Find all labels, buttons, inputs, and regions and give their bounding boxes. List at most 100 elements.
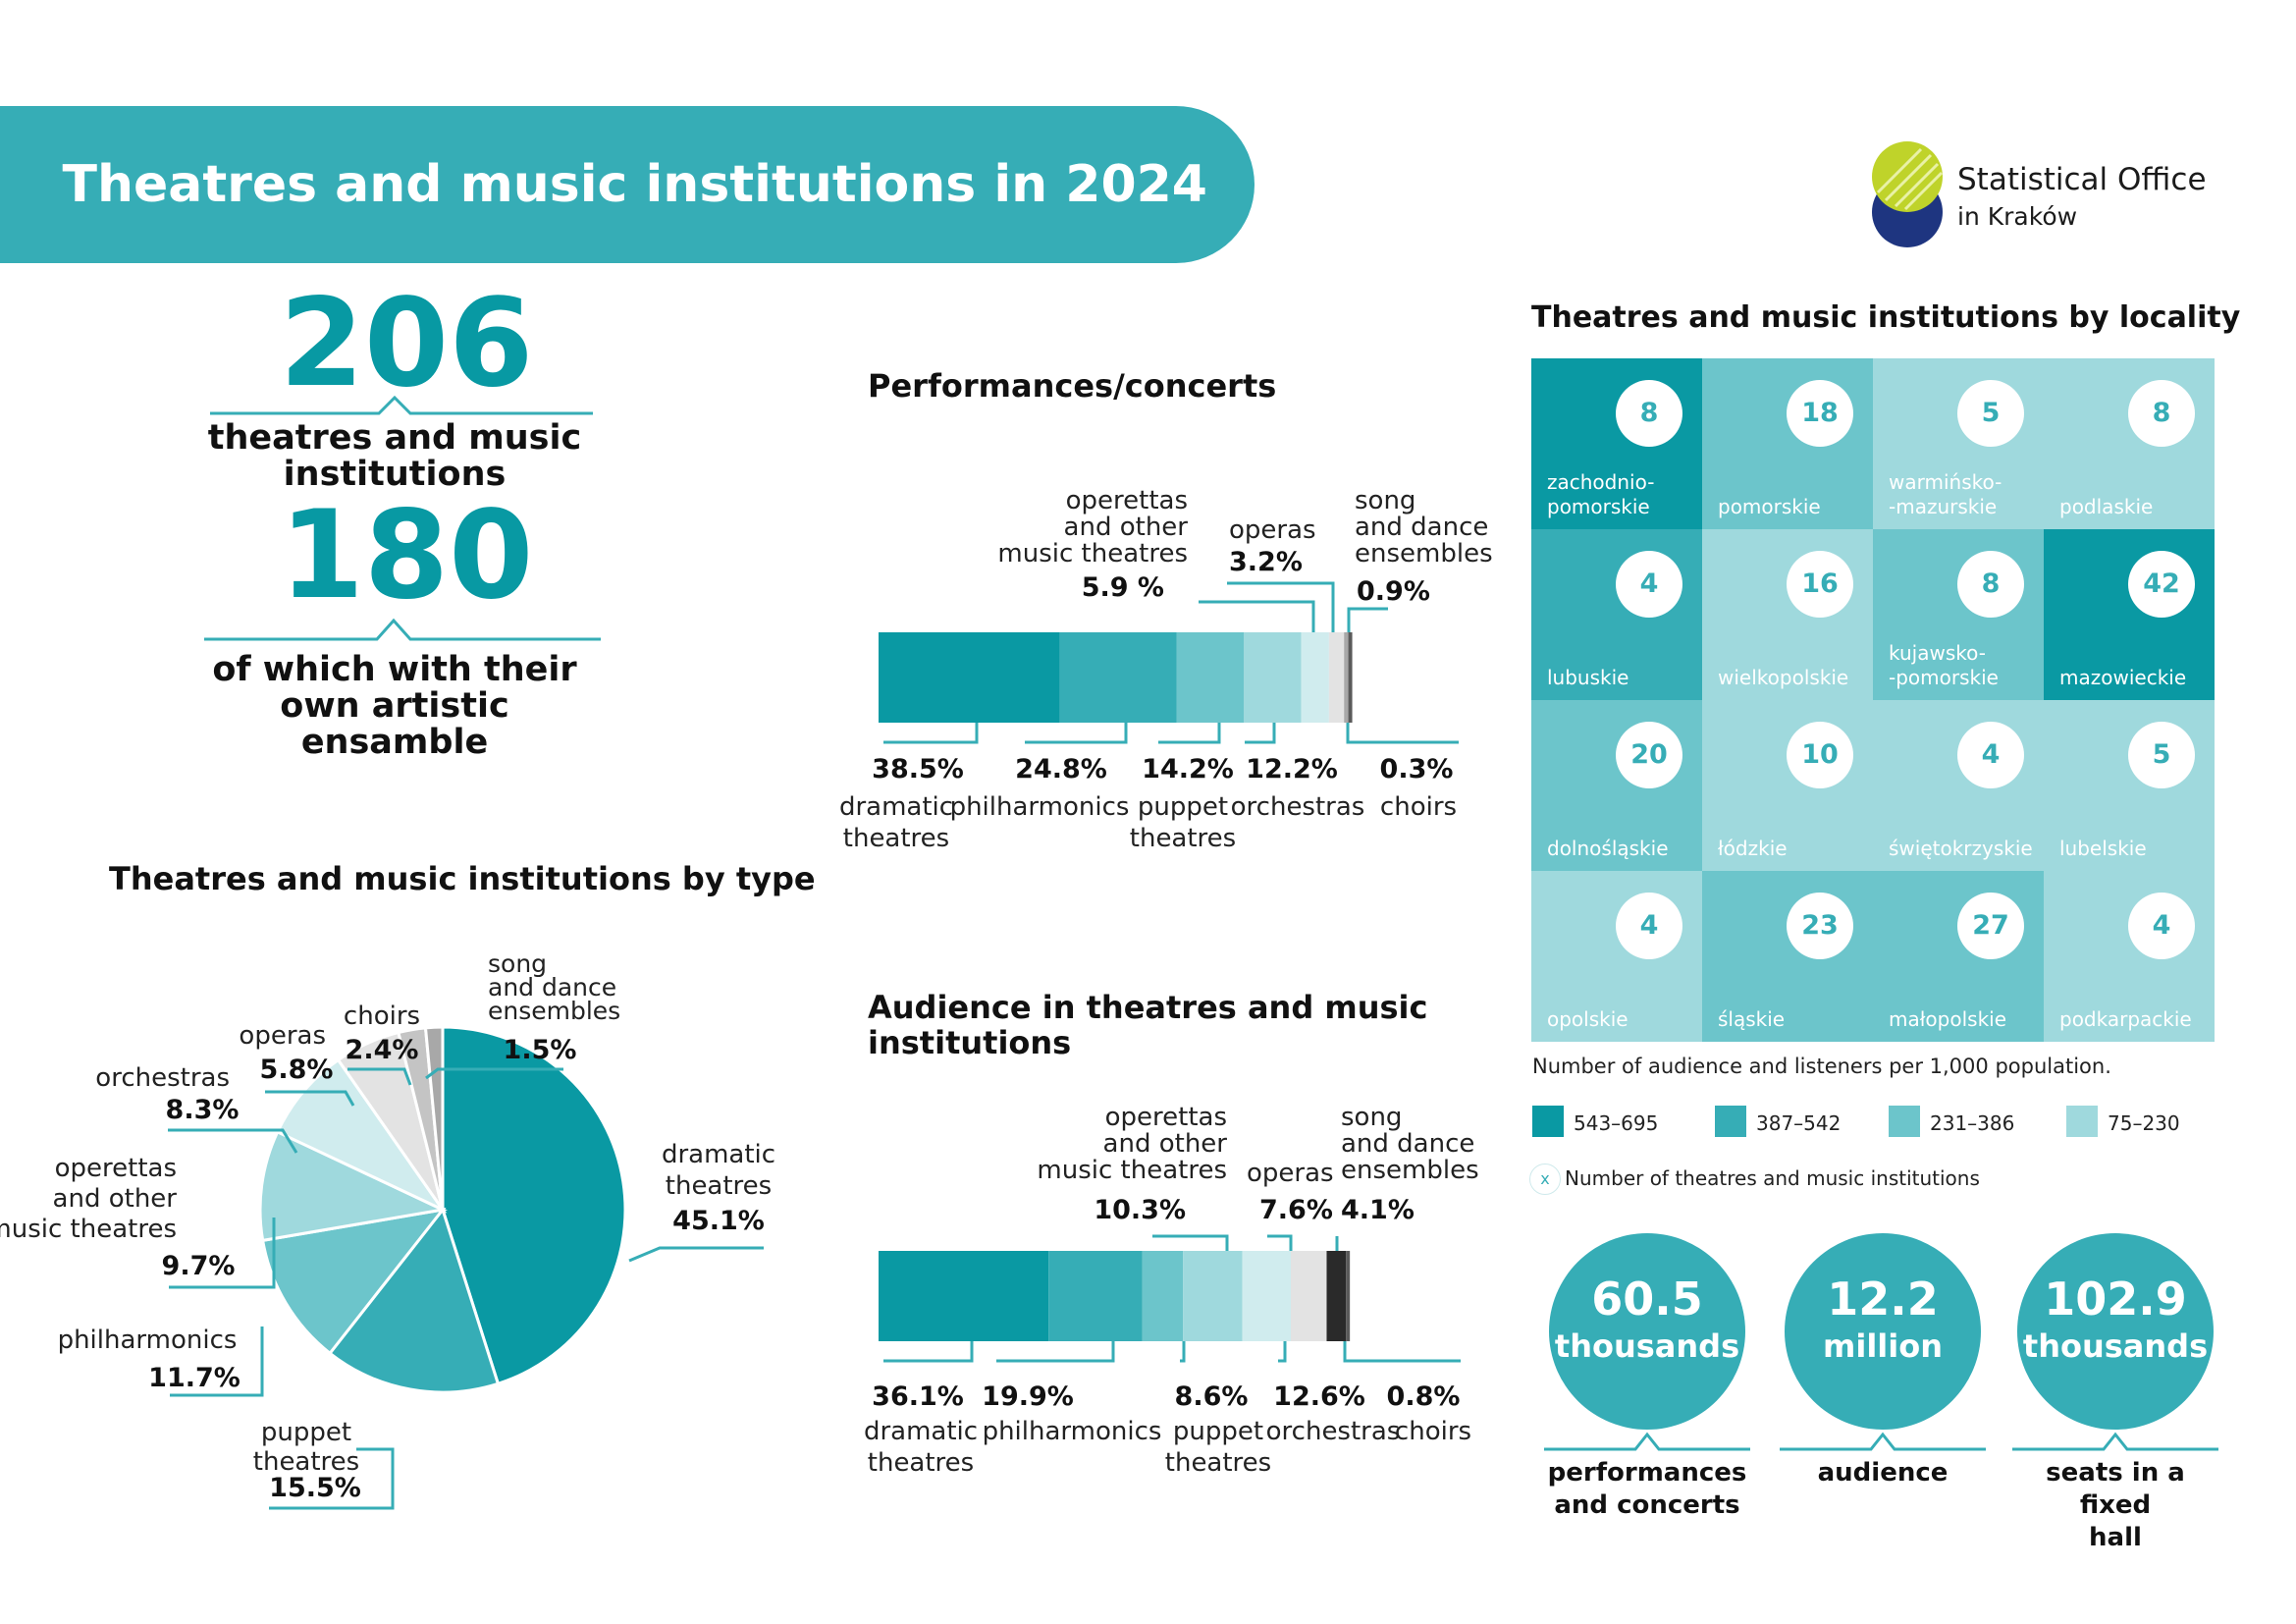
perf-bottom-leader-2: [1158, 723, 1221, 744]
locality-tile: 4 opolskie: [1531, 871, 1702, 1042]
pie-slice-7: [423, 1025, 445, 1211]
locality-tile: 23 śląskie: [1702, 871, 1873, 1042]
legend-range: 387–542: [1756, 1111, 1842, 1135]
locality-count: 4: [1616, 551, 1682, 618]
aud-bar-segment-6: [1326, 1251, 1347, 1341]
aud-bar-segment-3: [1183, 1251, 1243, 1341]
perf-bottom-pct-1: 24.8%: [1015, 754, 1107, 785]
locality-name-line: pomorskie: [1547, 495, 1650, 518]
perf-top-label-0-line-1: and other: [1064, 513, 1189, 542]
pie-label-dramatic-line-1: theatres: [666, 1171, 772, 1201]
perf-bottom-pct-3: 12.2%: [1246, 754, 1338, 785]
locality-name-line: pomorskie: [1718, 495, 1821, 518]
locality-count: 18: [1787, 380, 1853, 447]
aud-bottom-pct-0: 36.1%: [872, 1381, 964, 1412]
pie-label-dramatic-line-0: dramatic: [662, 1140, 775, 1169]
aud-top-leader-0: [1152, 1234, 1229, 1251]
locality-tile: 5 warmińsko- -mazurskie: [1873, 358, 2044, 529]
ensemble-label-line1: of which with their: [212, 650, 577, 689]
perf-top-label-1-line-0: operas: [1229, 515, 1316, 545]
perf-top-leader-0: [1199, 600, 1315, 632]
perf-top-label-2-line-0: song: [1355, 486, 1415, 515]
pie-label-orchestras: orchestras: [95, 1063, 230, 1093]
perf-top-label-0-line-0: operettas: [1066, 486, 1188, 515]
locality-count: 8: [1616, 380, 1682, 447]
aud-top-label-1-line-0: operas: [1247, 1159, 1334, 1188]
locality-name-line: podlaskie: [2059, 495, 2154, 518]
locality-name-line: małopolskie: [1889, 1007, 2007, 1031]
aud-bottom-pct-4: 0.8%: [1387, 1381, 1461, 1412]
aud-top-pct-1: 7.6%: [1259, 1195, 1333, 1225]
locality-name-line: świętokrzyskie: [1889, 837, 2033, 860]
perf-bottom-leader-0: [883, 723, 979, 744]
locality-tile: 8 zachodnio-pomorskie: [1531, 358, 1702, 529]
aud-bar-segment-5: [1291, 1251, 1327, 1341]
locality-tile: 4 podkarpackie: [2044, 871, 2215, 1042]
aud-bottom-label-2-line-0: puppet: [1173, 1417, 1263, 1446]
aud-top-label-0-line-2: music theatres: [1037, 1156, 1227, 1185]
locality-name-line: lubelskie: [2059, 837, 2147, 860]
total-institutions-label: theatres and music institutions: [188, 420, 601, 493]
pie-label-puppet-line-0: puppet: [261, 1418, 351, 1447]
summary-circle: 12.2 million: [1785, 1233, 1981, 1430]
locality-tile: 18 pomorskie: [1702, 358, 1873, 529]
perf-top-label-2-line-2: ensembles: [1355, 539, 1493, 568]
pie-label-operas: operas: [239, 1021, 326, 1051]
aud-bar-segment-2: [1142, 1251, 1184, 1341]
summary-unit: thousands: [1554, 1327, 1740, 1365]
perf-bar-segment-6: [1344, 632, 1349, 723]
legend-title: Number of audience and listeners per 1,0…: [1532, 1055, 2111, 1078]
total-institutions-value: 206: [279, 273, 534, 414]
perf-bottom-leader-1: [1025, 723, 1128, 744]
aud-top-label-0-line-0: operettas: [1105, 1103, 1227, 1132]
aud-bottom-leader-1: [996, 1341, 1115, 1363]
perf-bottom-leader-4: [1346, 723, 1459, 744]
aud-bar-segment-0: [879, 1251, 1049, 1341]
locality-count: 27: [1957, 893, 2024, 959]
perf-bottom-label-0-line-1: theatres: [843, 824, 949, 853]
total-label-line2: institutions: [283, 455, 507, 494]
pie-label-song-dance-line-1: and dance: [488, 973, 616, 1001]
perf-top-label-2-line-1: and dance: [1355, 513, 1488, 542]
locality-tile: 8 podlaskie: [2044, 358, 2215, 529]
locality-count: 42: [2128, 551, 2195, 618]
pie-pct-song-dance: 1.5%: [504, 1035, 577, 1065]
locality-name-line: dolnośląskie: [1547, 837, 1669, 860]
pie-slice-2: [260, 1207, 447, 1356]
perf-bar-segment-7: [1348, 632, 1353, 723]
locality-tile: 27 małopolskie: [1873, 871, 2044, 1042]
ensemble-institutions-value: 180: [279, 485, 534, 626]
summary-label-line: and concerts: [1554, 1490, 1740, 1520]
locality-tile: 4 lubuskie: [1531, 529, 1702, 700]
summary-bracket-1: [1780, 1432, 1986, 1451]
aud-bar-segment-1: [1048, 1251, 1143, 1341]
pie-leader-operettas: [169, 1218, 276, 1289]
locality-count: 4: [2128, 893, 2195, 959]
legend-range: 231–386: [1930, 1111, 2015, 1135]
locality-name: warmińsko- -mazurskie: [1889, 470, 2002, 519]
perf-bottom-label-3-line-0: orchestras: [1231, 792, 1365, 822]
perf-top-pct-1: 3.2%: [1229, 547, 1303, 577]
locality-count: 10: [1787, 722, 1853, 788]
locality-name-line: śląskie: [1718, 1007, 1786, 1031]
legend-swatch: [1715, 1106, 1746, 1137]
aud-top-label-0-line-1: and other: [1103, 1129, 1228, 1159]
locality-tile: 20 dolnośląskie: [1531, 700, 1702, 871]
aud-bottom-leader-2: [1180, 1341, 1186, 1363]
locality-name: opolskie: [1547, 1007, 1629, 1032]
legend-range: 543–695: [1574, 1111, 1659, 1135]
audience-title: Audience in theatres and music instituti…: [868, 990, 1427, 1060]
locality-name-line: -mazurskie: [1889, 495, 1998, 518]
locality-name-line: łódzkie: [1718, 837, 1788, 860]
locality-count: 20: [1616, 722, 1682, 788]
aud-top-label-2-line-0: song: [1341, 1103, 1402, 1132]
perf-bottom-label-0-line-0: dramatic: [839, 792, 953, 822]
summary-unit: thousands: [2022, 1327, 2209, 1365]
locality-name-line: kujawsko-: [1889, 641, 1986, 665]
locality-name-line: mazowieckie: [2059, 666, 2187, 689]
pie-slice-0: [441, 1025, 627, 1386]
locality-count: 5: [2128, 722, 2195, 788]
perf-top-label-0-line-2: music theatres: [997, 539, 1188, 568]
locality-tile: 16 wielkopolskie: [1702, 529, 1873, 700]
aud-bottom-label-4-line-0: choirs: [1395, 1417, 1471, 1446]
